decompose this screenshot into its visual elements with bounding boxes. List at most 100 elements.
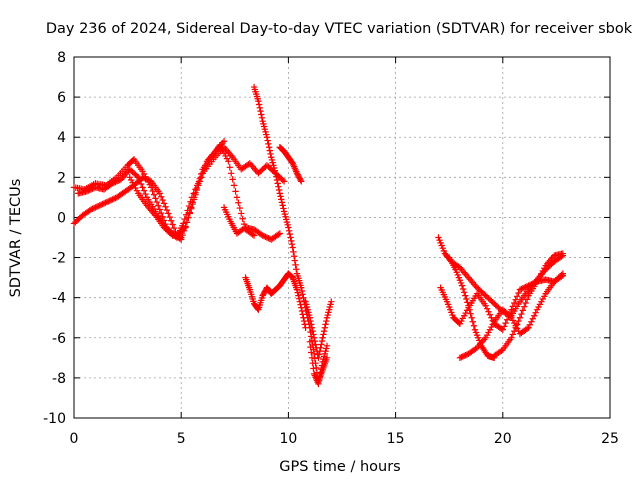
- data-point: [516, 286, 524, 293]
- y-tick-label: -2: [52, 251, 66, 267]
- data-point: [260, 232, 268, 240]
- data-point: [169, 221, 176, 228]
- data-point: [136, 177, 143, 184]
- data-point: [255, 97, 262, 105]
- data-point: [310, 331, 317, 338]
- data-point: [312, 341, 319, 348]
- data-point: [307, 317, 314, 325]
- series-arc-15: [491, 250, 567, 360]
- data-point: [526, 281, 534, 289]
- data-point: [300, 314, 307, 321]
- data-point: [165, 210, 172, 217]
- data-point: [279, 176, 286, 184]
- data-point: [521, 284, 528, 291]
- data-point: [519, 285, 527, 292]
- data-point: [291, 257, 299, 264]
- data-point: [160, 200, 168, 207]
- data-point: [190, 196, 198, 203]
- data-point: [264, 137, 271, 144]
- x-tick-label: 10: [279, 431, 297, 447]
- data-point: [519, 307, 527, 314]
- data-point: [513, 321, 521, 328]
- data-point: [109, 180, 116, 187]
- data-point: [163, 206, 171, 214]
- x-tick-label: 20: [494, 431, 512, 447]
- series-arc-4: [126, 174, 185, 241]
- data-point: [306, 314, 314, 321]
- x-tick-label: 5: [177, 431, 186, 447]
- data-point: [258, 111, 265, 118]
- data-point: [502, 319, 509, 327]
- series-arc-13: [446, 254, 498, 362]
- series-arc-10: [306, 338, 331, 388]
- data-point: [220, 138, 228, 145]
- data-point: [273, 173, 280, 180]
- data-point: [511, 327, 518, 335]
- data-point: [523, 283, 531, 290]
- data-point: [482, 302, 489, 309]
- data-point: [508, 334, 515, 341]
- data-point: [162, 203, 169, 210]
- data-point: [515, 317, 522, 325]
- data-point: [258, 114, 266, 122]
- data-point: [250, 232, 258, 239]
- data-point: [230, 182, 238, 189]
- data-point: [320, 331, 327, 338]
- data-point: [195, 182, 202, 189]
- data-point: [525, 324, 532, 331]
- chart-title: Day 236 of 2024, Sidereal Day-to-day VTE…: [46, 21, 633, 37]
- data-point: [298, 307, 306, 315]
- data-point: [299, 311, 306, 318]
- data-point: [254, 305, 261, 312]
- x-tick-label: 25: [601, 431, 619, 447]
- data-point: [290, 253, 298, 260]
- data-point: [290, 248, 297, 256]
- data-point: [92, 204, 99, 211]
- data-point: [465, 302, 472, 309]
- y-tick-label: 8: [57, 50, 66, 66]
- data-point: [470, 322, 478, 329]
- series-arc-5: [220, 204, 284, 243]
- series-arc-12: [437, 270, 567, 333]
- data-point: [276, 230, 284, 237]
- data-point: [137, 180, 145, 188]
- data-point: [306, 338, 314, 345]
- data-point: [508, 306, 515, 313]
- data-point: [295, 295, 303, 302]
- data-point: [105, 198, 112, 205]
- data-point: [461, 352, 468, 360]
- data-point: [202, 162, 209, 169]
- data-point: [319, 334, 326, 341]
- data-point: [288, 240, 296, 248]
- data-point: [485, 308, 492, 315]
- data-point: [228, 170, 235, 177]
- data-point: [318, 337, 326, 345]
- data-point: [300, 294, 307, 301]
- data-point: [462, 351, 469, 359]
- data-point: [180, 227, 188, 235]
- data-point: [152, 195, 159, 202]
- data-point: [275, 183, 282, 190]
- data-point: [87, 186, 95, 193]
- data-point: [133, 172, 141, 180]
- data-point: [499, 326, 506, 333]
- data-point: [515, 289, 522, 297]
- data-point: [289, 244, 296, 251]
- y-tick-label: -10: [43, 411, 66, 427]
- data-point: [296, 298, 304, 305]
- data-point: [277, 193, 284, 200]
- data-point: [522, 283, 529, 291]
- data-point: [95, 202, 102, 210]
- data-point: [463, 295, 470, 303]
- data-point: [483, 305, 491, 312]
- data-point: [189, 200, 196, 208]
- data-point: [279, 202, 286, 209]
- data-point: [115, 177, 122, 184]
- y-axis-label: SDTVAR / TECUs: [8, 179, 24, 298]
- data-point: [309, 327, 316, 335]
- data-point: [185, 214, 192, 221]
- data-point: [102, 199, 109, 206]
- data-point: [192, 191, 199, 198]
- data-point: [559, 250, 567, 257]
